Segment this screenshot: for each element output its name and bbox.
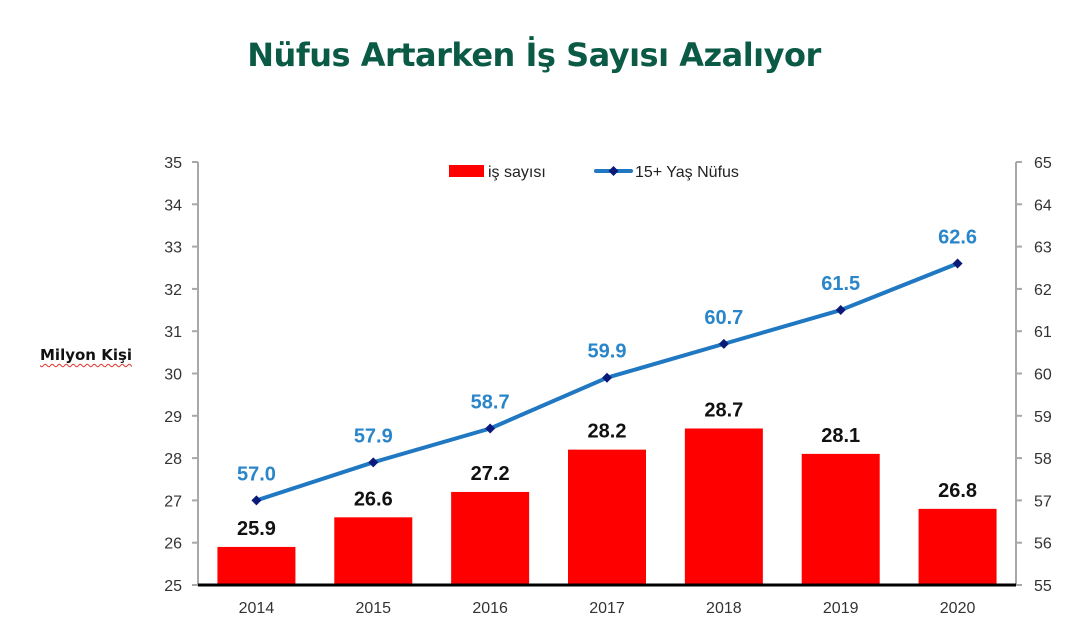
diamond-marker-icon	[368, 457, 379, 468]
right-tick-label: 61	[1034, 324, 1052, 341]
diamond-marker-icon	[485, 423, 496, 434]
left-tick-label: 35	[164, 155, 182, 172]
x-tick-label: 2018	[706, 600, 742, 617]
left-tick-label: 32	[164, 282, 182, 299]
bar-2014	[217, 546, 296, 585]
diamond-marker-icon	[602, 372, 612, 383]
line-value-label: 57.9	[354, 425, 393, 447]
left-tick-label: 31	[164, 324, 182, 341]
right-tick-label: 55	[1034, 578, 1052, 595]
line-value-label: 62.6	[938, 227, 977, 249]
line-value-label: 59.9	[588, 341, 627, 363]
x-tick-label: 2014	[239, 600, 275, 617]
right-tick-label: 64	[1034, 197, 1052, 214]
x-tick-label: 2019	[823, 600, 859, 617]
right-tick-label: 65	[1034, 155, 1052, 172]
bar-2015	[334, 517, 413, 585]
right-tick-label: 60	[1034, 367, 1052, 384]
y-axis-unit-label: Milyon Kişi	[40, 346, 133, 364]
bar-value-label: 28.2	[588, 421, 627, 443]
line-value-label: 58.7	[471, 391, 510, 413]
left-tick-label: 25	[164, 578, 182, 595]
legend-bar-label: iş sayısı	[488, 164, 546, 181]
left-tick-label: 34	[164, 197, 182, 214]
bar-2019	[801, 453, 880, 585]
left-tick-label: 28	[164, 451, 182, 468]
bar-value-label: 28.7	[704, 399, 743, 421]
x-tick-label: 2017	[589, 600, 625, 617]
right-tick-label: 57	[1034, 493, 1052, 510]
left-y-axis: 35 34 33 32 31 30 29 28 27 26 25	[164, 155, 199, 595]
line-value-label: 61.5	[821, 273, 860, 295]
bar-2020	[918, 508, 997, 585]
x-axis-labels: 2014 2015 2016 2017 2018 2019 2020	[239, 600, 976, 617]
right-tick-label: 59	[1034, 409, 1052, 426]
diamond-marker-icon	[251, 495, 262, 506]
x-tick-label: 2020	[940, 600, 976, 617]
legend-diamond-marker-icon	[608, 166, 619, 176]
right-y-axis: 65 64 63 62 61 60 59 58 57 56 55	[1015, 155, 1052, 595]
bar-value-label: 26.8	[938, 480, 977, 502]
bar-value-label: 28.1	[821, 425, 860, 447]
right-tick-label: 63	[1034, 240, 1052, 257]
line-value-label: 60.7	[704, 307, 743, 329]
x-tick-label: 2015	[355, 600, 391, 617]
diamond-marker-icon	[835, 305, 846, 316]
bar-value-label: 26.6	[354, 488, 393, 510]
legend-line-label: 15+ Yaş Nüfus	[635, 164, 739, 181]
legend: iş sayısı 15+ Yaş Nüfus	[449, 164, 739, 181]
left-tick-label: 30	[164, 367, 182, 384]
bar-2017	[568, 449, 646, 585]
bar-value-label: 25.9	[237, 518, 276, 540]
right-tick-label: 62	[1034, 282, 1052, 299]
diamond-marker-icon	[952, 258, 963, 269]
bar-2016	[451, 491, 530, 585]
bar-value-label: 27.2	[471, 463, 510, 485]
x-tick-label: 2016	[472, 600, 508, 617]
line-series: 57.0 57.9 58.7 59.9 60.7 61.5 62.6	[237, 227, 977, 506]
left-tick-label: 33	[164, 240, 182, 257]
right-tick-label: 56	[1034, 536, 1052, 553]
legend-bar-swatch	[449, 165, 484, 177]
bar-2018	[684, 428, 763, 585]
bar-series: 25.9 26.6 27.2 28.2 28.7 28.1 26.8	[217, 399, 997, 585]
chart-title: Nüfus Artarken İş Sayısı Azalıyor	[247, 36, 821, 74]
right-tick-label: 58	[1034, 451, 1052, 468]
left-tick-label: 27	[164, 493, 182, 510]
left-tick-label: 26	[164, 536, 182, 553]
diamond-marker-icon	[718, 338, 729, 349]
left-tick-label: 29	[164, 409, 182, 426]
line-value-label: 57.0	[237, 463, 276, 485]
